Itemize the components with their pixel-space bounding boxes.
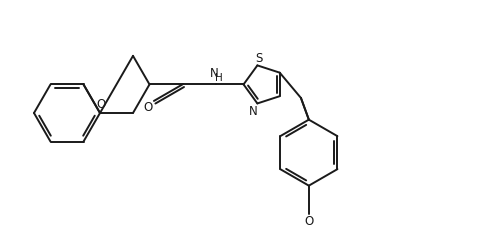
Text: S: S <box>256 52 263 65</box>
Text: N: N <box>249 105 258 118</box>
Text: N: N <box>210 67 219 80</box>
Text: H: H <box>215 73 223 83</box>
Text: O: O <box>143 101 153 114</box>
Text: O: O <box>96 98 105 111</box>
Text: O: O <box>304 215 313 228</box>
